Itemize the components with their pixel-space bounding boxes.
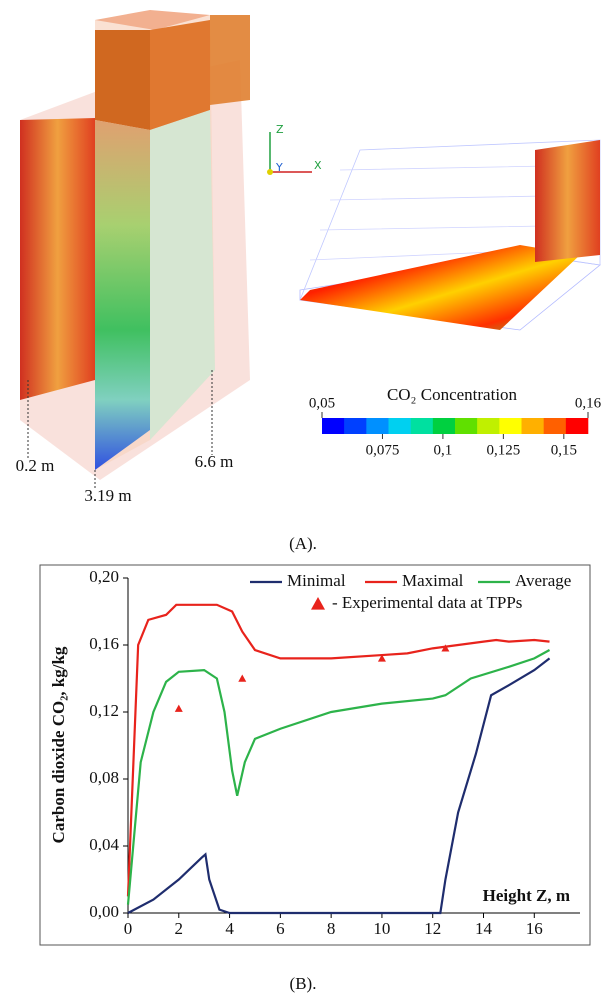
- colorbar-swatch: [432, 418, 456, 434]
- x-tick-label: 2: [175, 919, 184, 938]
- colorbar-tick-label: 0,1: [434, 442, 453, 458]
- chart-frame: [39, 564, 591, 946]
- data-marker: [441, 644, 450, 652]
- x-tick-label: 12: [424, 919, 441, 938]
- colorbar-tick-label: 0,125: [486, 442, 520, 458]
- x-tick-label: 4: [225, 919, 234, 938]
- data-marker: [174, 704, 183, 712]
- data-line: [126, 649, 551, 905]
- legend-label: Minimal: [287, 571, 346, 590]
- colorbar-swatch: [521, 418, 544, 434]
- data-marker: [377, 654, 386, 662]
- render-left: [20, 10, 250, 490]
- y-tick-label: 0,00: [89, 902, 119, 921]
- colorbar-tick-label: 0,075: [366, 442, 400, 458]
- colorbar-swatch: [499, 418, 522, 434]
- colorbar-swatch: [322, 418, 345, 434]
- legend-label: - Experimental data at TPPs: [332, 593, 522, 612]
- y-tick-label: 0,20: [89, 567, 119, 586]
- x-tick-label: 8: [327, 919, 336, 938]
- colorbar-swatch: [455, 418, 478, 434]
- legend-label: Maximal: [402, 571, 464, 590]
- y-tick-label: 0,04: [89, 835, 119, 854]
- legend-label: Average: [515, 571, 571, 590]
- y-tick-label: 0,12: [89, 701, 119, 720]
- axis-triad: [267, 132, 312, 175]
- colorbar-tick-label: 0,05: [309, 395, 335, 411]
- render-right: [299, 139, 601, 331]
- axis-triad-label: Z: [276, 123, 284, 136]
- x-tick-label: 10: [373, 919, 390, 938]
- caption: (B).: [290, 974, 317, 993]
- dimension-label: 6.6 m: [195, 452, 234, 471]
- colorbar-swatch: [388, 418, 411, 434]
- x-tick-label: 0: [124, 919, 133, 938]
- dimension-label: 0.2 m: [16, 456, 55, 475]
- x-axis-label: Height Z, m: [483, 886, 570, 905]
- colorbar-swatch: [477, 418, 500, 434]
- axis-triad-label: Y: [275, 161, 283, 174]
- x-tick-label: 6: [276, 919, 285, 938]
- data-marker: [238, 674, 247, 682]
- colorbar-swatch: [565, 418, 589, 434]
- colorbar-swatch: [344, 418, 367, 434]
- legend-swatch: [311, 597, 325, 610]
- y-tick-label: 0,16: [89, 634, 119, 653]
- colorbar-swatch: [543, 418, 567, 434]
- y-axis-label: Carbon dioxide CO₂, kg/kg: [49, 646, 68, 843]
- data-line: [126, 603, 550, 897]
- colorbar-swatch: [366, 418, 389, 434]
- colorbar-tick-label: 0,16: [575, 395, 602, 411]
- colorbar-title: CO₂ Concentration: [387, 385, 518, 404]
- data-line: [127, 657, 551, 915]
- axis-triad-label: X: [314, 159, 322, 172]
- dimension-label: 3.19 m: [84, 486, 131, 505]
- x-tick-label: 14: [475, 919, 493, 938]
- caption: (A).: [289, 534, 317, 553]
- y-tick-label: 0,08: [89, 768, 119, 787]
- colorbar-swatch: [410, 418, 434, 434]
- colorbar-tick-label: 0,15: [551, 442, 577, 458]
- x-tick-label: 16: [526, 919, 543, 938]
